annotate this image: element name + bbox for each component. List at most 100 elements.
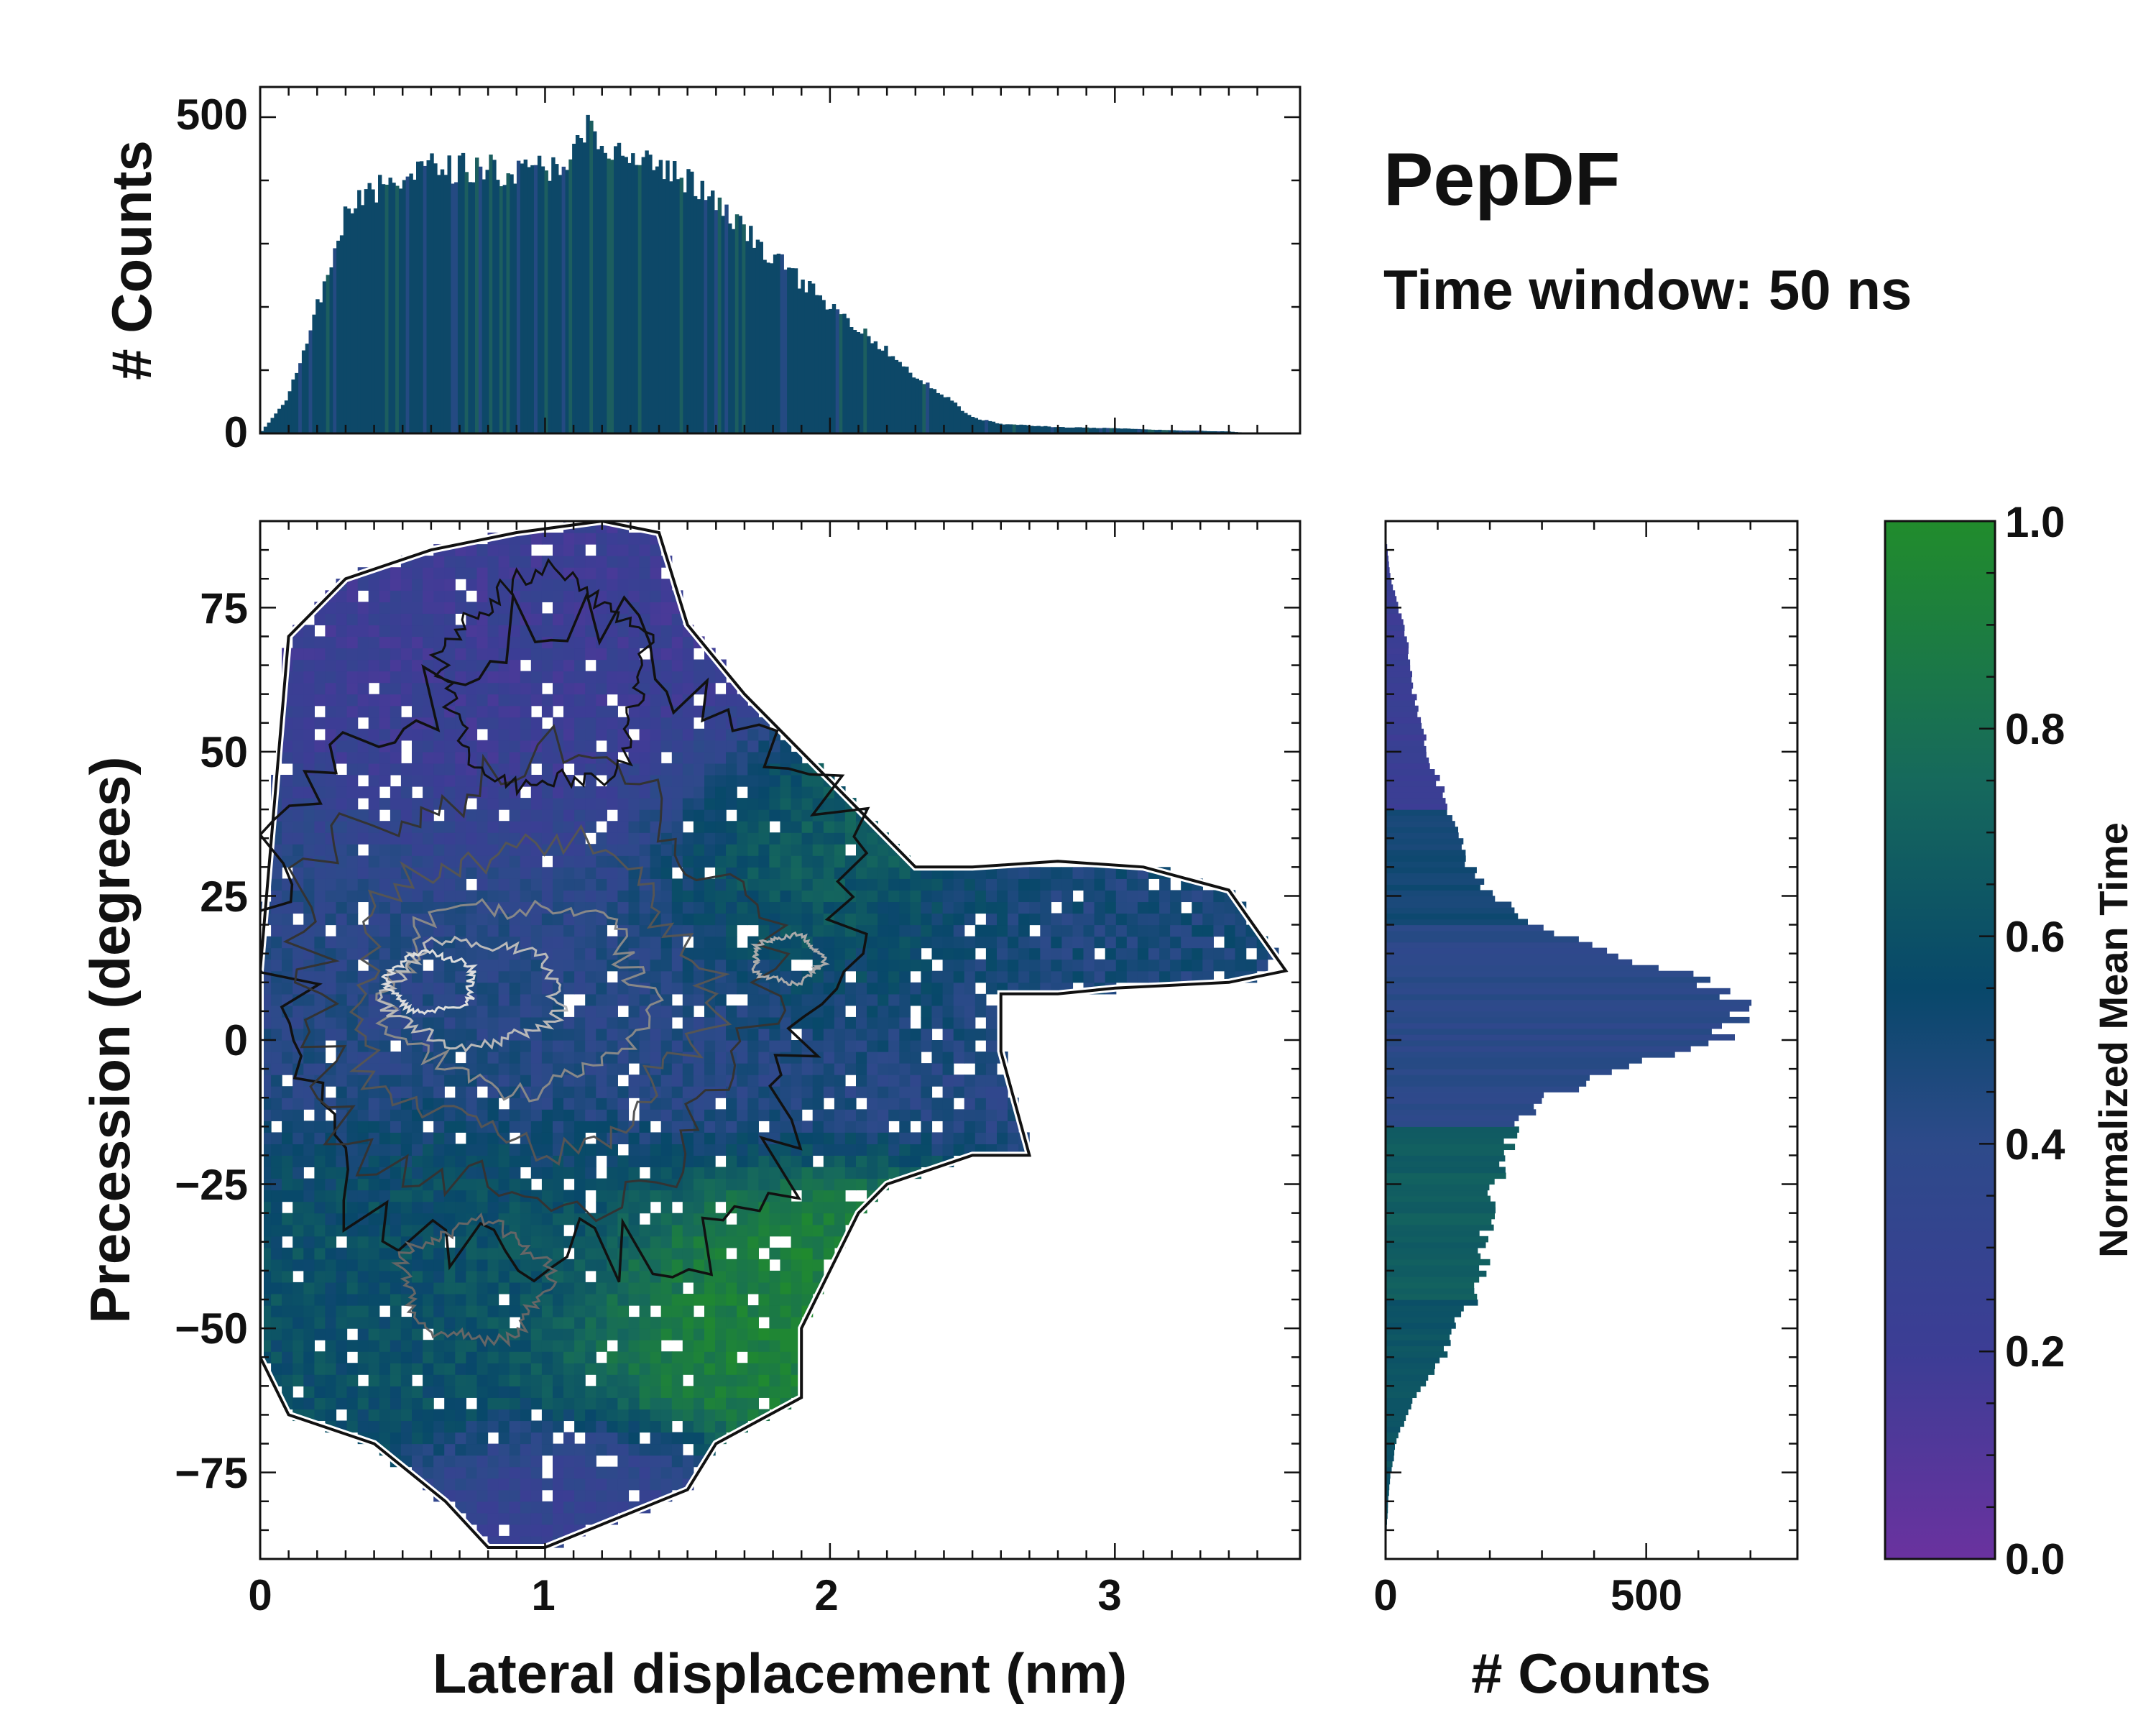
heatmap-cell bbox=[541, 786, 553, 799]
heatmap-cell bbox=[910, 947, 922, 960]
top-hist-bar bbox=[384, 185, 390, 433]
heatmap-cell bbox=[292, 705, 304, 718]
heatmap-cell bbox=[433, 982, 445, 995]
heatmap-cell bbox=[888, 1040, 900, 1052]
heatmap-cell bbox=[704, 809, 716, 822]
heatmap-cell bbox=[466, 1190, 478, 1202]
heatmap-cell bbox=[476, 1501, 489, 1514]
heatmap-cell bbox=[325, 1167, 337, 1179]
heatmap-cell bbox=[617, 533, 630, 545]
heatmap-cell bbox=[314, 1063, 326, 1075]
heatmap-cell bbox=[617, 1478, 630, 1491]
heatmap-cell bbox=[487, 1317, 499, 1329]
heatmap-cell bbox=[303, 1144, 315, 1156]
heatmap-cell bbox=[726, 1328, 737, 1340]
heatmap-cell bbox=[585, 1029, 596, 1041]
heatmap-cell bbox=[1115, 890, 1128, 903]
heatmap-cell bbox=[444, 775, 456, 787]
heatmap-cell bbox=[985, 1005, 998, 1018]
heatmap-cell bbox=[509, 1512, 521, 1525]
heatmap-cell bbox=[271, 936, 282, 949]
heatmap-cell bbox=[400, 1052, 413, 1064]
heatmap-cell bbox=[888, 970, 900, 983]
heatmap-cell bbox=[509, 1144, 521, 1156]
heatmap-cell bbox=[650, 809, 662, 822]
heatmap-cell bbox=[650, 728, 662, 741]
heatmap-cell bbox=[423, 1340, 434, 1352]
heatmap-cell bbox=[650, 1224, 662, 1237]
heatmap-cell bbox=[325, 890, 337, 903]
heatmap-cell bbox=[1256, 947, 1268, 960]
heatmap-cell bbox=[693, 970, 705, 983]
heatmap-cell bbox=[412, 844, 423, 856]
heatmap-cell bbox=[660, 1386, 673, 1398]
heatmap-cell bbox=[812, 970, 824, 983]
heatmap-cell bbox=[271, 1063, 282, 1075]
heatmap-cell bbox=[942, 1075, 954, 1087]
heatmap-cell bbox=[379, 636, 391, 649]
heatmap-cell bbox=[812, 1224, 824, 1237]
heatmap-cell bbox=[921, 1098, 933, 1110]
heatmap-cell bbox=[650, 855, 662, 868]
heatmap-cell bbox=[628, 1455, 640, 1468]
heatmap-cell bbox=[346, 1155, 359, 1168]
heatmap-cell bbox=[303, 878, 315, 891]
top-hist-bar bbox=[1151, 429, 1156, 433]
heatmap-cell bbox=[390, 913, 402, 926]
heatmap-cell bbox=[282, 924, 293, 937]
heatmap-cell bbox=[423, 855, 434, 868]
heatmap-cell bbox=[617, 1132, 630, 1145]
heatmap-cell bbox=[726, 970, 737, 983]
heatmap-cell bbox=[390, 1340, 402, 1352]
heatmap-cell bbox=[455, 1317, 466, 1329]
heatmap-cell bbox=[650, 1259, 662, 1271]
heatmap-cell bbox=[682, 671, 694, 684]
heatmap-cell bbox=[801, 1098, 814, 1110]
heatmap-cell bbox=[541, 867, 553, 879]
heatmap-cell bbox=[585, 1363, 596, 1375]
heatmap-cell bbox=[1018, 959, 1030, 972]
heatmap-cell bbox=[553, 1029, 564, 1041]
heatmap-cell bbox=[899, 867, 911, 879]
heatmap-cell bbox=[509, 763, 521, 776]
heatmap-cell bbox=[530, 809, 543, 822]
heatmap-cell bbox=[563, 740, 575, 753]
heatmap-cell bbox=[520, 1155, 532, 1168]
heatmap-cell bbox=[466, 913, 478, 926]
heatmap-cell bbox=[877, 1063, 889, 1075]
heatmap-cell bbox=[628, 821, 640, 833]
heatmap-cell bbox=[433, 1075, 445, 1087]
top-hist-bar bbox=[1044, 426, 1048, 433]
heatmap-cell bbox=[607, 579, 618, 591]
heatmap-cell bbox=[574, 832, 586, 845]
heatmap-cell bbox=[650, 844, 662, 856]
heatmap-cell bbox=[520, 867, 532, 879]
heatmap-cell bbox=[628, 878, 640, 891]
heatmap-cell bbox=[466, 809, 478, 822]
heatmap-cell bbox=[368, 1178, 380, 1191]
heatmap-cell bbox=[314, 1155, 326, 1168]
heatmap-cell bbox=[877, 1109, 889, 1121]
heatmap-cell bbox=[314, 1178, 326, 1191]
heatmap-cell bbox=[487, 1340, 499, 1352]
heatmap-cell bbox=[444, 625, 456, 638]
heatmap-cell bbox=[476, 982, 489, 995]
heatmap-cell bbox=[509, 1432, 521, 1445]
heatmap-cell bbox=[292, 1201, 304, 1214]
heatmap-cell bbox=[888, 1063, 900, 1075]
heatmap-cell bbox=[455, 740, 466, 753]
heatmap-cell bbox=[682, 659, 694, 672]
heatmap-cell bbox=[1029, 901, 1041, 914]
heatmap-cell bbox=[390, 1190, 402, 1202]
heatmap-cell bbox=[412, 1270, 423, 1283]
heatmap-cell bbox=[466, 1052, 478, 1064]
heatmap-cell bbox=[1159, 970, 1171, 983]
heatmap-cell bbox=[780, 798, 792, 810]
heatmap-cell bbox=[520, 993, 532, 1006]
heatmap-cell bbox=[346, 878, 359, 891]
heatmap-cell bbox=[1159, 936, 1171, 949]
heatmap-cell bbox=[596, 1478, 607, 1491]
heatmap-cell bbox=[931, 936, 944, 949]
top-hist-bar bbox=[555, 164, 559, 433]
heatmap-cell bbox=[390, 717, 402, 730]
